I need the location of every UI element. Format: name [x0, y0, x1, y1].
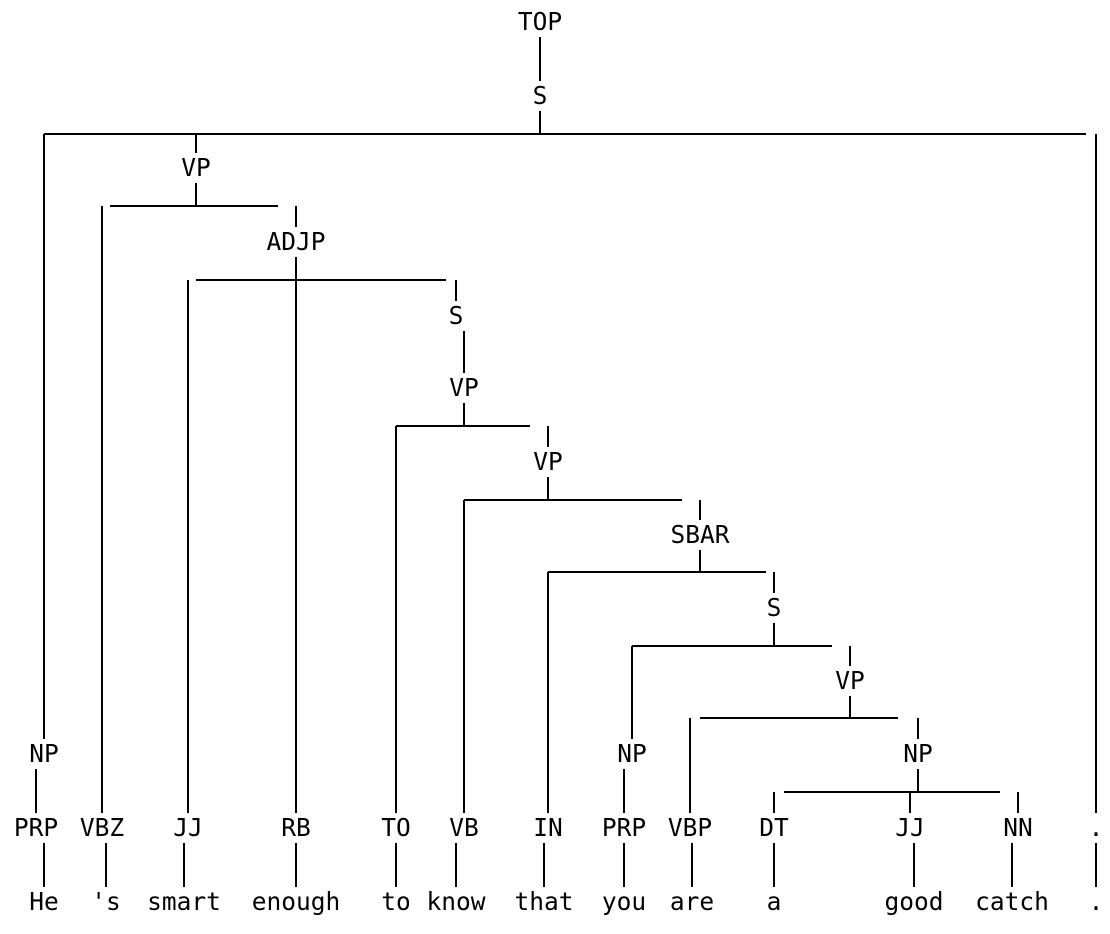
- edge-sbar-t-in: [547, 572, 549, 813]
- word-are: are: [669, 886, 715, 916]
- edge-s3-vp4: [849, 646, 851, 666]
- edge-vp3-sbar: [699, 500, 701, 520]
- edge-t-jj2-w-good: [913, 843, 915, 887]
- word-smart: smart: [147, 886, 221, 916]
- node-s1: S: [532, 80, 548, 110]
- node-vp1: VP: [181, 152, 211, 182]
- pos-tag-in: IN: [533, 812, 563, 842]
- node-top: TOP: [517, 6, 563, 36]
- word-that: that: [514, 886, 574, 916]
- edge-np-catch-t-dt: [773, 792, 775, 813]
- edge-vp2-vp3: [547, 426, 549, 447]
- pos-tag-nn: NN: [1003, 812, 1033, 842]
- pos-tag-punct: .: [1088, 812, 1104, 842]
- node-vp3: VP: [533, 446, 563, 476]
- edge-t-nn-w-catch: [1011, 843, 1013, 887]
- branch-bar-vp3: [464, 499, 682, 501]
- edge-np-catch-t-nn: [1017, 792, 1019, 813]
- node-sbar: SBAR: [670, 519, 730, 549]
- edge-adjp-t-jj1: [187, 280, 189, 813]
- branch-bar-np-catch: [784, 791, 1000, 793]
- word-he: He: [29, 886, 59, 916]
- edge-vp4-t-vbp: [689, 718, 691, 813]
- node-s3: S: [766, 592, 782, 622]
- edge-t-prp1-w-he: [43, 843, 45, 887]
- edge-t-to-w-to: [395, 843, 397, 887]
- pos-tag-jj1: JJ: [173, 812, 203, 842]
- word-enough: enough: [251, 886, 341, 916]
- edge-s1-vp1: [195, 134, 197, 153]
- edge-t-punct-w-period: [1095, 843, 1097, 887]
- edge-vp3-t-vb: [463, 500, 465, 813]
- pos-tag-prp2: PRP: [601, 812, 647, 842]
- word-a: a: [766, 886, 782, 916]
- edge-s1-np-he: [43, 134, 45, 739]
- edge-s2-vp2: [463, 331, 465, 373]
- node-s2: S: [448, 300, 464, 330]
- branch-bar-vp2: [396, 425, 530, 427]
- word-s: 's: [91, 886, 121, 916]
- word-catch: catch: [975, 886, 1049, 916]
- pos-tag-jj2: JJ: [895, 812, 925, 842]
- edge-adjp-t-rb: [295, 280, 297, 813]
- edge-np-you-t-prp2: [623, 769, 625, 813]
- edge-s3-np-you: [631, 646, 633, 739]
- edge-t-vb-w-know: [455, 843, 457, 887]
- edge-np-catch-t-jj2: [909, 792, 911, 813]
- edge-adjp-s2: [455, 280, 457, 301]
- branch-bar-vp4: [700, 717, 898, 719]
- node-np-you: NP: [617, 738, 647, 768]
- stem-vp4: [849, 696, 851, 718]
- pos-tag-rb: RB: [281, 812, 311, 842]
- node-vp2: VP: [449, 372, 479, 402]
- node-vp4: VP: [835, 665, 865, 695]
- stem-vp1: [195, 183, 197, 206]
- branch-bar-s1: [44, 133, 1086, 135]
- branch-bar-vp1: [110, 205, 278, 207]
- edge-t-in-w-that: [543, 843, 545, 887]
- edge-t-prp2-w-you: [623, 843, 625, 887]
- branch-bar-sbar: [548, 571, 766, 573]
- edge-t-jj1-w-smart: [183, 843, 185, 887]
- pos-tag-vbp: VBP: [667, 812, 713, 842]
- pos-tag-dt: DT: [759, 812, 789, 842]
- edge-t-dt-w-a: [773, 843, 775, 887]
- stem-sbar: [699, 550, 701, 572]
- node-adjp: ADJP: [266, 226, 326, 256]
- edge-vp4-np-catch: [917, 718, 919, 739]
- edge-s1-t-punct: [1095, 134, 1097, 813]
- word-to: to: [381, 886, 411, 916]
- edge-top-s1: [539, 37, 541, 81]
- edge-t-rb-w-enough: [295, 843, 297, 887]
- word-good: good: [884, 886, 944, 916]
- branch-bar-s3: [632, 645, 832, 647]
- edge-vp1-t-vbz: [101, 206, 103, 813]
- edge-vp2-t-to: [395, 426, 397, 813]
- stem-s1: [539, 111, 541, 134]
- edge-vp1-adjp: [295, 206, 297, 227]
- word-you: you: [601, 886, 647, 916]
- stem-vp2: [463, 403, 465, 426]
- pos-tag-prp1: PRP: [13, 812, 59, 842]
- edge-sbar-s3: [773, 572, 775, 593]
- edge-t-vbp-w-are: [691, 843, 693, 887]
- node-np-catch: NP: [903, 738, 933, 768]
- pos-tag-vb: VB: [449, 812, 479, 842]
- branch-bar-adjp: [196, 279, 446, 281]
- node-np-he: NP: [29, 738, 59, 768]
- stem-np-catch: [917, 769, 919, 792]
- stem-vp3: [547, 477, 549, 500]
- pos-tag-to: TO: [381, 812, 411, 842]
- stem-s3: [773, 623, 775, 646]
- word-period: .: [1088, 886, 1104, 916]
- pos-tag-vbz: VBZ: [79, 812, 125, 842]
- word-know: know: [426, 886, 486, 916]
- edge-np-he-t-prp1: [35, 769, 37, 813]
- stem-adjp: [295, 257, 297, 280]
- edge-t-vbz-w-s: [105, 843, 107, 887]
